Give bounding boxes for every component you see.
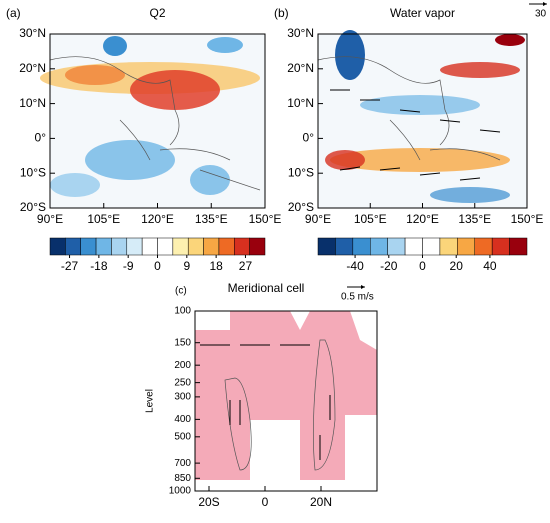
panel-label: (c) — [175, 286, 187, 297]
colorbar-tick-label: 9 — [183, 259, 190, 273]
x-tick-label: 150°E — [249, 212, 282, 226]
x-tick-label: 20S — [198, 495, 219, 509]
colorbar-tick-label: -27 — [61, 259, 79, 273]
colorbar-tick-label: 20 — [450, 259, 464, 273]
y-tick-label: 20°S — [288, 200, 314, 214]
colorbar-cell — [95, 237, 112, 256]
reference-label: 30 — [535, 9, 547, 20]
field-a — [40, 34, 265, 208]
x-tick-label: 20N — [310, 495, 332, 509]
panel-label: (a) — [6, 6, 21, 20]
x-tick-label: 105°E — [87, 212, 120, 226]
panel-title: Water vapor — [390, 6, 455, 20]
colorbar-cell — [457, 237, 476, 256]
colorbar-cell — [439, 237, 458, 256]
colorbar-cell — [422, 237, 441, 256]
reference-arrowhead — [361, 285, 365, 289]
x-tick-label: 90°E — [37, 212, 63, 226]
y-tick-label: 850 — [174, 473, 191, 484]
colorbar-cell — [509, 237, 528, 256]
colorbar-cell — [126, 237, 143, 256]
colorbar-cell — [218, 237, 235, 256]
plot-frame — [194, 310, 378, 492]
y-tick-label: 500 — [174, 431, 191, 442]
y-tick-label: 20°N — [287, 61, 314, 75]
colorbar-cell — [49, 237, 66, 256]
colorbar-cell — [172, 237, 189, 256]
y-tick-label: 250 — [174, 377, 191, 388]
y-tick-label: 20°N — [19, 61, 46, 75]
x-tick-label: 0 — [262, 495, 269, 509]
colorbar-cell — [141, 237, 158, 256]
colorbar-cell — [404, 237, 423, 256]
x-tick-label: 90°E — [305, 212, 331, 226]
y-tick-label: 700 — [174, 458, 191, 469]
x-tick-label: 135°E — [458, 212, 491, 226]
colorbar-cell — [335, 237, 354, 256]
field-b — [317, 30, 527, 208]
x-tick-label: 105°E — [354, 212, 387, 226]
y-tick-label: 1000 — [169, 486, 192, 497]
colorbar-cell — [234, 237, 250, 256]
y-tick-label: 10°S — [288, 165, 314, 179]
x-tick-label: 120°E — [406, 212, 439, 226]
colorbar-cell — [317, 237, 336, 256]
colorbar-cell — [474, 237, 493, 256]
colorbar-tick-label: 27 — [239, 259, 253, 273]
y-tick-label: 100 — [174, 306, 191, 317]
colorbar-cell — [370, 237, 388, 256]
colorbar-cell — [111, 237, 128, 256]
y-tick-label: 10°N — [19, 96, 46, 110]
panel-label: (b) — [274, 6, 289, 20]
reference-arrowhead — [543, 2, 547, 6]
panel-title: Meridional cell — [228, 281, 305, 295]
y-tick-label: 400 — [174, 414, 191, 425]
colorbar-cell — [249, 237, 266, 256]
y-tick-label: 0° — [35, 131, 47, 145]
colorbar-tick-label: -20 — [380, 259, 398, 273]
colorbar-tick-label: -18 — [90, 259, 108, 273]
x-tick-label: 150°E — [511, 212, 544, 226]
colorbar-tick-label: 40 — [483, 259, 497, 273]
y-tick-label: 10°N — [287, 96, 314, 110]
y-tick-label: 150 — [174, 337, 191, 348]
colorbar-cell — [80, 237, 97, 256]
colorbar-cell — [157, 237, 174, 256]
y-tick-label: 300 — [174, 392, 191, 403]
panel-title: Q2 — [149, 6, 165, 20]
y-tick-label: 30°N — [19, 26, 46, 40]
y-tick-label: 0° — [303, 131, 315, 145]
colorbar-cell — [65, 237, 81, 256]
colorbar-tick-label: 0 — [154, 259, 161, 273]
y-axis-label: Level — [145, 389, 156, 413]
reference-label: 0.5 m/s — [341, 292, 374, 303]
y-tick-label: 30°N — [287, 26, 314, 40]
y-tick-label: 10°S — [20, 165, 46, 179]
x-tick-label: 120°E — [141, 212, 174, 226]
colorbar-cell — [203, 237, 220, 256]
colorbar-cell — [491, 237, 510, 256]
colorbar-tick-label: 18 — [209, 259, 223, 273]
colorbar-cell — [352, 237, 371, 256]
colorbar-tick-label: 0 — [419, 259, 426, 273]
field-c — [195, 311, 377, 480]
colorbar-tick-label: -9 — [123, 259, 134, 273]
x-tick-label: 135°E — [195, 212, 228, 226]
colorbar-cell — [187, 237, 204, 256]
y-tick-label: 200 — [174, 360, 191, 371]
colorbar-tick-label: -40 — [346, 259, 364, 273]
y-tick-label: 20°S — [20, 200, 46, 214]
colorbar-cell — [387, 237, 406, 256]
